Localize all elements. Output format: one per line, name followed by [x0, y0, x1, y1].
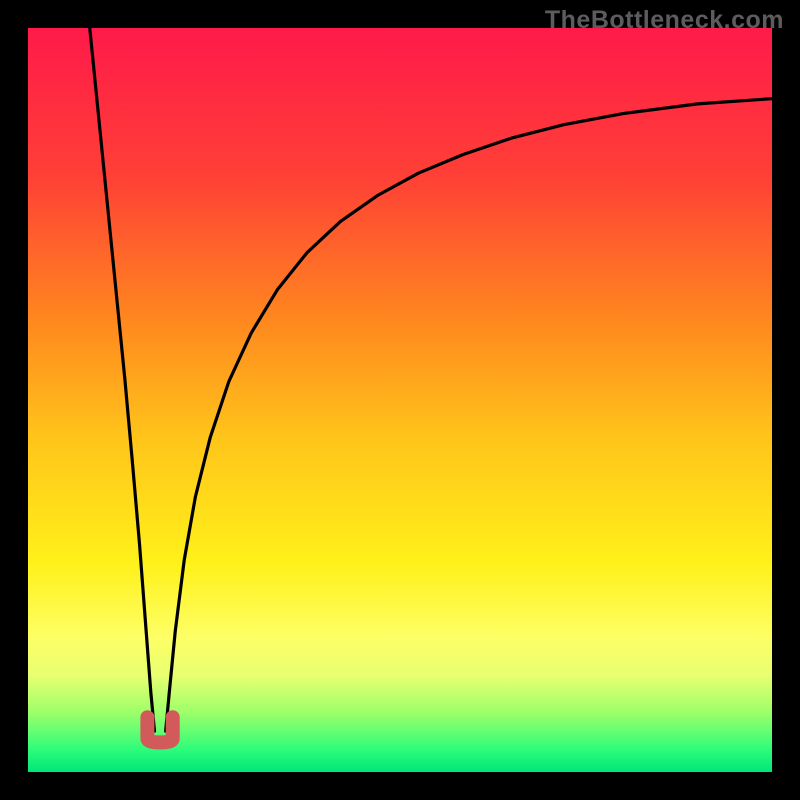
bottleneck-chart: [0, 0, 800, 800]
watermark-text: TheBottleneck.com: [545, 6, 784, 35]
gradient-background: [28, 28, 772, 772]
